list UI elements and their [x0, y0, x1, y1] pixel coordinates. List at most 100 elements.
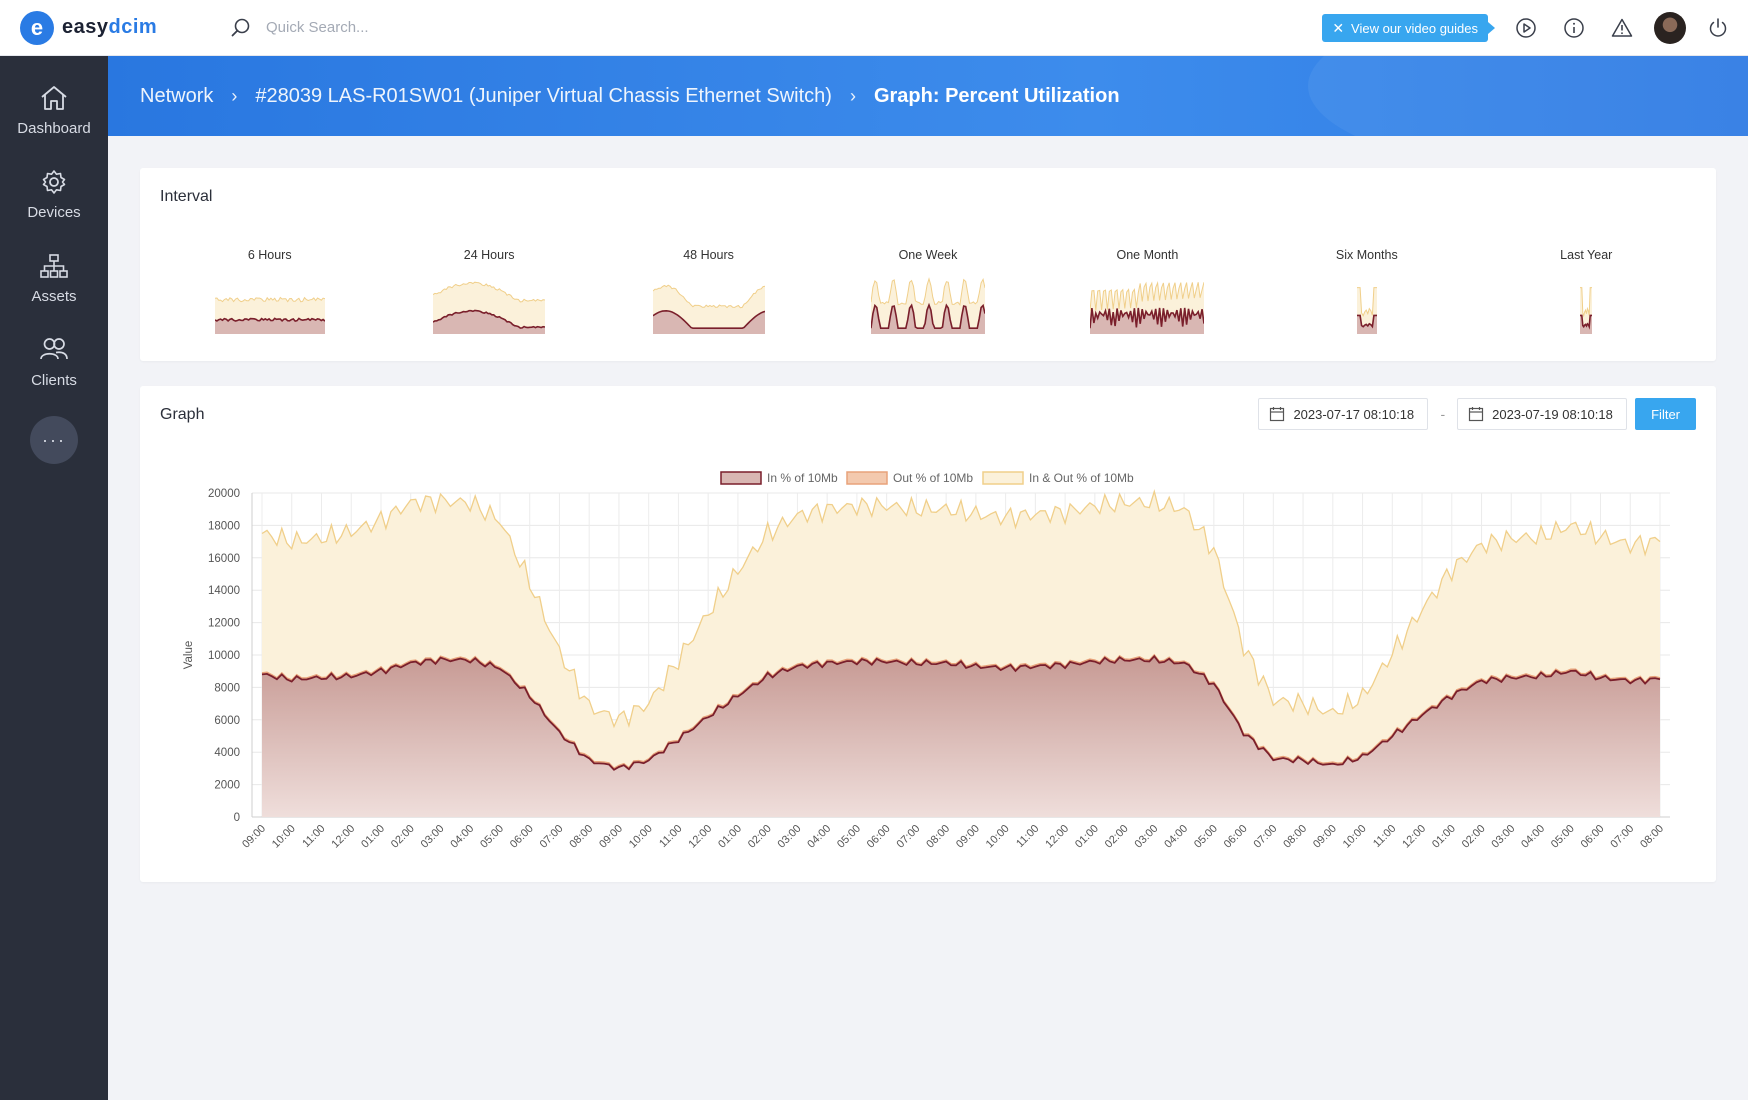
- interval-thumb-label: Last Year: [1560, 248, 1613, 262]
- x-tick-label: 09:00: [240, 823, 268, 851]
- info-button[interactable]: [1550, 0, 1598, 56]
- y-tick-label: 16000: [208, 553, 240, 565]
- thumb-total-line: [652, 284, 765, 309]
- thumb-in-area: [214, 318, 325, 334]
- sidebar-item-clients[interactable]: Clients: [0, 320, 108, 404]
- breadcrumb-network[interactable]: Network: [140, 84, 214, 107]
- series-in-line: [261, 654, 1661, 771]
- sidebar-item-label: Clients: [31, 371, 77, 389]
- utilization-chart: In % of 10Mb Out % of 10Mb In & Out % of 1…: [183, 471, 1670, 851]
- date-from-field[interactable]: [1258, 398, 1429, 430]
- top-right-actions: ✕ View our video guides: [1322, 0, 1748, 56]
- interval-thumb[interactable]: One Week: [818, 248, 1037, 334]
- x-tick-label: 11:00: [1014, 823, 1041, 850]
- legend-swatch[interactable]: [720, 471, 762, 485]
- thumb-total-line: [870, 277, 985, 307]
- x-tick-label: 03:00: [1133, 823, 1161, 851]
- thumb-total-line: [1090, 281, 1205, 311]
- y-tick-label: 6000: [214, 715, 240, 727]
- x-tick-label: 04:00: [1162, 823, 1190, 851]
- series-total-line: [261, 488, 1661, 729]
- interval-thumb[interactable]: One Month: [1038, 248, 1257, 334]
- thumb-in-line: [652, 309, 765, 329]
- legend-swatch[interactable]: [846, 471, 888, 485]
- thumb-in-line: [1580, 314, 1593, 330]
- legend-label[interactable]: In % of 10Mb: [767, 471, 838, 485]
- interval-thumb[interactable]: 48 Hours: [599, 248, 818, 334]
- date-to-input[interactable]: [1492, 406, 1623, 422]
- legend-swatch[interactable]: [982, 471, 1024, 485]
- date-to-field[interactable]: [1457, 398, 1628, 430]
- play-button[interactable]: [1502, 0, 1550, 56]
- x-tick-label: 09:00: [954, 823, 982, 851]
- graph-card: Graph - Filter In % of 10Mb Out % of 10Mb…: [140, 386, 1716, 882]
- interval-thumb[interactable]: 24 Hours: [379, 248, 598, 334]
- x-tick-label: 08:00: [924, 823, 952, 851]
- interval-thumb-label: 6 Hours: [247, 248, 292, 262]
- calendar-icon: [1469, 407, 1484, 422]
- interval-thumb-label: One Month: [1116, 248, 1179, 262]
- warning-icon: [1611, 18, 1633, 37]
- legend-label[interactable]: In & Out % of 10Mb: [1029, 471, 1134, 485]
- x-tick-label: 07:00: [895, 823, 923, 851]
- y-tick-label: 14000: [208, 585, 240, 597]
- sidebar-item-assets[interactable]: Assets: [0, 236, 108, 320]
- interval-thumbnails: 6 Hours 24 Hours 48 Hours One Week One Month…: [160, 248, 1696, 334]
- alerts-button[interactable]: [1598, 0, 1646, 56]
- chart-legend: In % of 10Mb Out % of 10Mb In & Out % of 1…: [720, 471, 1134, 485]
- series-in-area: [262, 656, 1660, 817]
- x-tick-label: 03:00: [776, 823, 804, 851]
- logo[interactable]: e easydcim: [20, 10, 190, 45]
- legend-label[interactable]: Out % of 10Mb: [893, 471, 973, 485]
- x-tick-label: 06:00: [1579, 823, 1607, 851]
- x-tick-label: 06:00: [508, 823, 536, 851]
- hierarchy-icon: [40, 253, 68, 278]
- sidebar-item-label: Devices: [27, 203, 81, 221]
- thumb-in-line: [870, 302, 985, 329]
- x-tick-label: 01:00: [359, 823, 387, 851]
- date-from-input[interactable]: [1293, 406, 1424, 422]
- sidebar-item-devices[interactable]: Devices: [0, 152, 108, 236]
- gear-icon: [42, 169, 66, 194]
- interval-thumb-chart: [433, 281, 546, 334]
- calendar-icon: [1270, 407, 1285, 422]
- y-tick-label: 8000: [214, 682, 240, 694]
- breadcrumb: Network › #28039 LAS-R01SW01 (Juniper Vi…: [140, 56, 1120, 136]
- y-axis-label: Value: [183, 641, 195, 670]
- interval-thumb[interactable]: 6 Hours: [160, 248, 379, 334]
- interval-thumb-chart: [1356, 287, 1377, 334]
- breadcrumb-device[interactable]: #28039 LAS-R01SW01 (Juniper Virtual Chas…: [255, 84, 832, 107]
- interval-thumb[interactable]: Six Months: [1257, 248, 1476, 334]
- search-input[interactable]: [266, 19, 526, 36]
- x-tick-label: 09:00: [1311, 823, 1339, 851]
- x-tick-label: 04:00: [1519, 823, 1547, 851]
- interval-thumb[interactable]: Last Year: [1477, 248, 1696, 334]
- play-circle-icon: [1516, 18, 1536, 38]
- x-tick-label: 10:00: [627, 823, 655, 851]
- close-icon[interactable]: ✕: [1332, 19, 1345, 36]
- graph-title: Graph: [160, 406, 205, 423]
- video-guides-button[interactable]: ✕ View our video guides: [1322, 14, 1495, 42]
- logout-button[interactable]: [1694, 0, 1742, 56]
- x-tick-label: 10:00: [270, 823, 298, 851]
- x-tick-label: 12:00: [1400, 823, 1428, 851]
- logo-text-b: dcim: [108, 16, 158, 38]
- series-out-line: [261, 653, 1661, 770]
- thumb-in-line: [214, 317, 325, 323]
- x-tick-label: 02:00: [389, 823, 417, 851]
- x-tick-label: 07:00: [1251, 823, 1279, 851]
- interval-thumb-label: Six Months: [1335, 248, 1398, 262]
- y-tick-label: 2000: [214, 780, 240, 792]
- search-icon[interactable]: [230, 17, 252, 39]
- x-tick-label: 01:00: [716, 823, 744, 851]
- x-tick-label: 04:00: [805, 823, 833, 851]
- more-menu-button[interactable]: ···: [30, 416, 78, 464]
- y-tick-label: 4000: [214, 747, 240, 759]
- sidebar-item-dashboard[interactable]: Dashboard: [0, 68, 108, 152]
- filter-button[interactable]: Filter: [1635, 398, 1696, 430]
- x-tick-label: 04:00: [448, 823, 476, 851]
- top-bar: e easydcim ✕ View our video guides: [0, 0, 1748, 56]
- date-separator: -: [1440, 406, 1446, 422]
- interval-thumb-label: 48 Hours: [683, 248, 734, 262]
- user-menu[interactable]: [1646, 0, 1694, 56]
